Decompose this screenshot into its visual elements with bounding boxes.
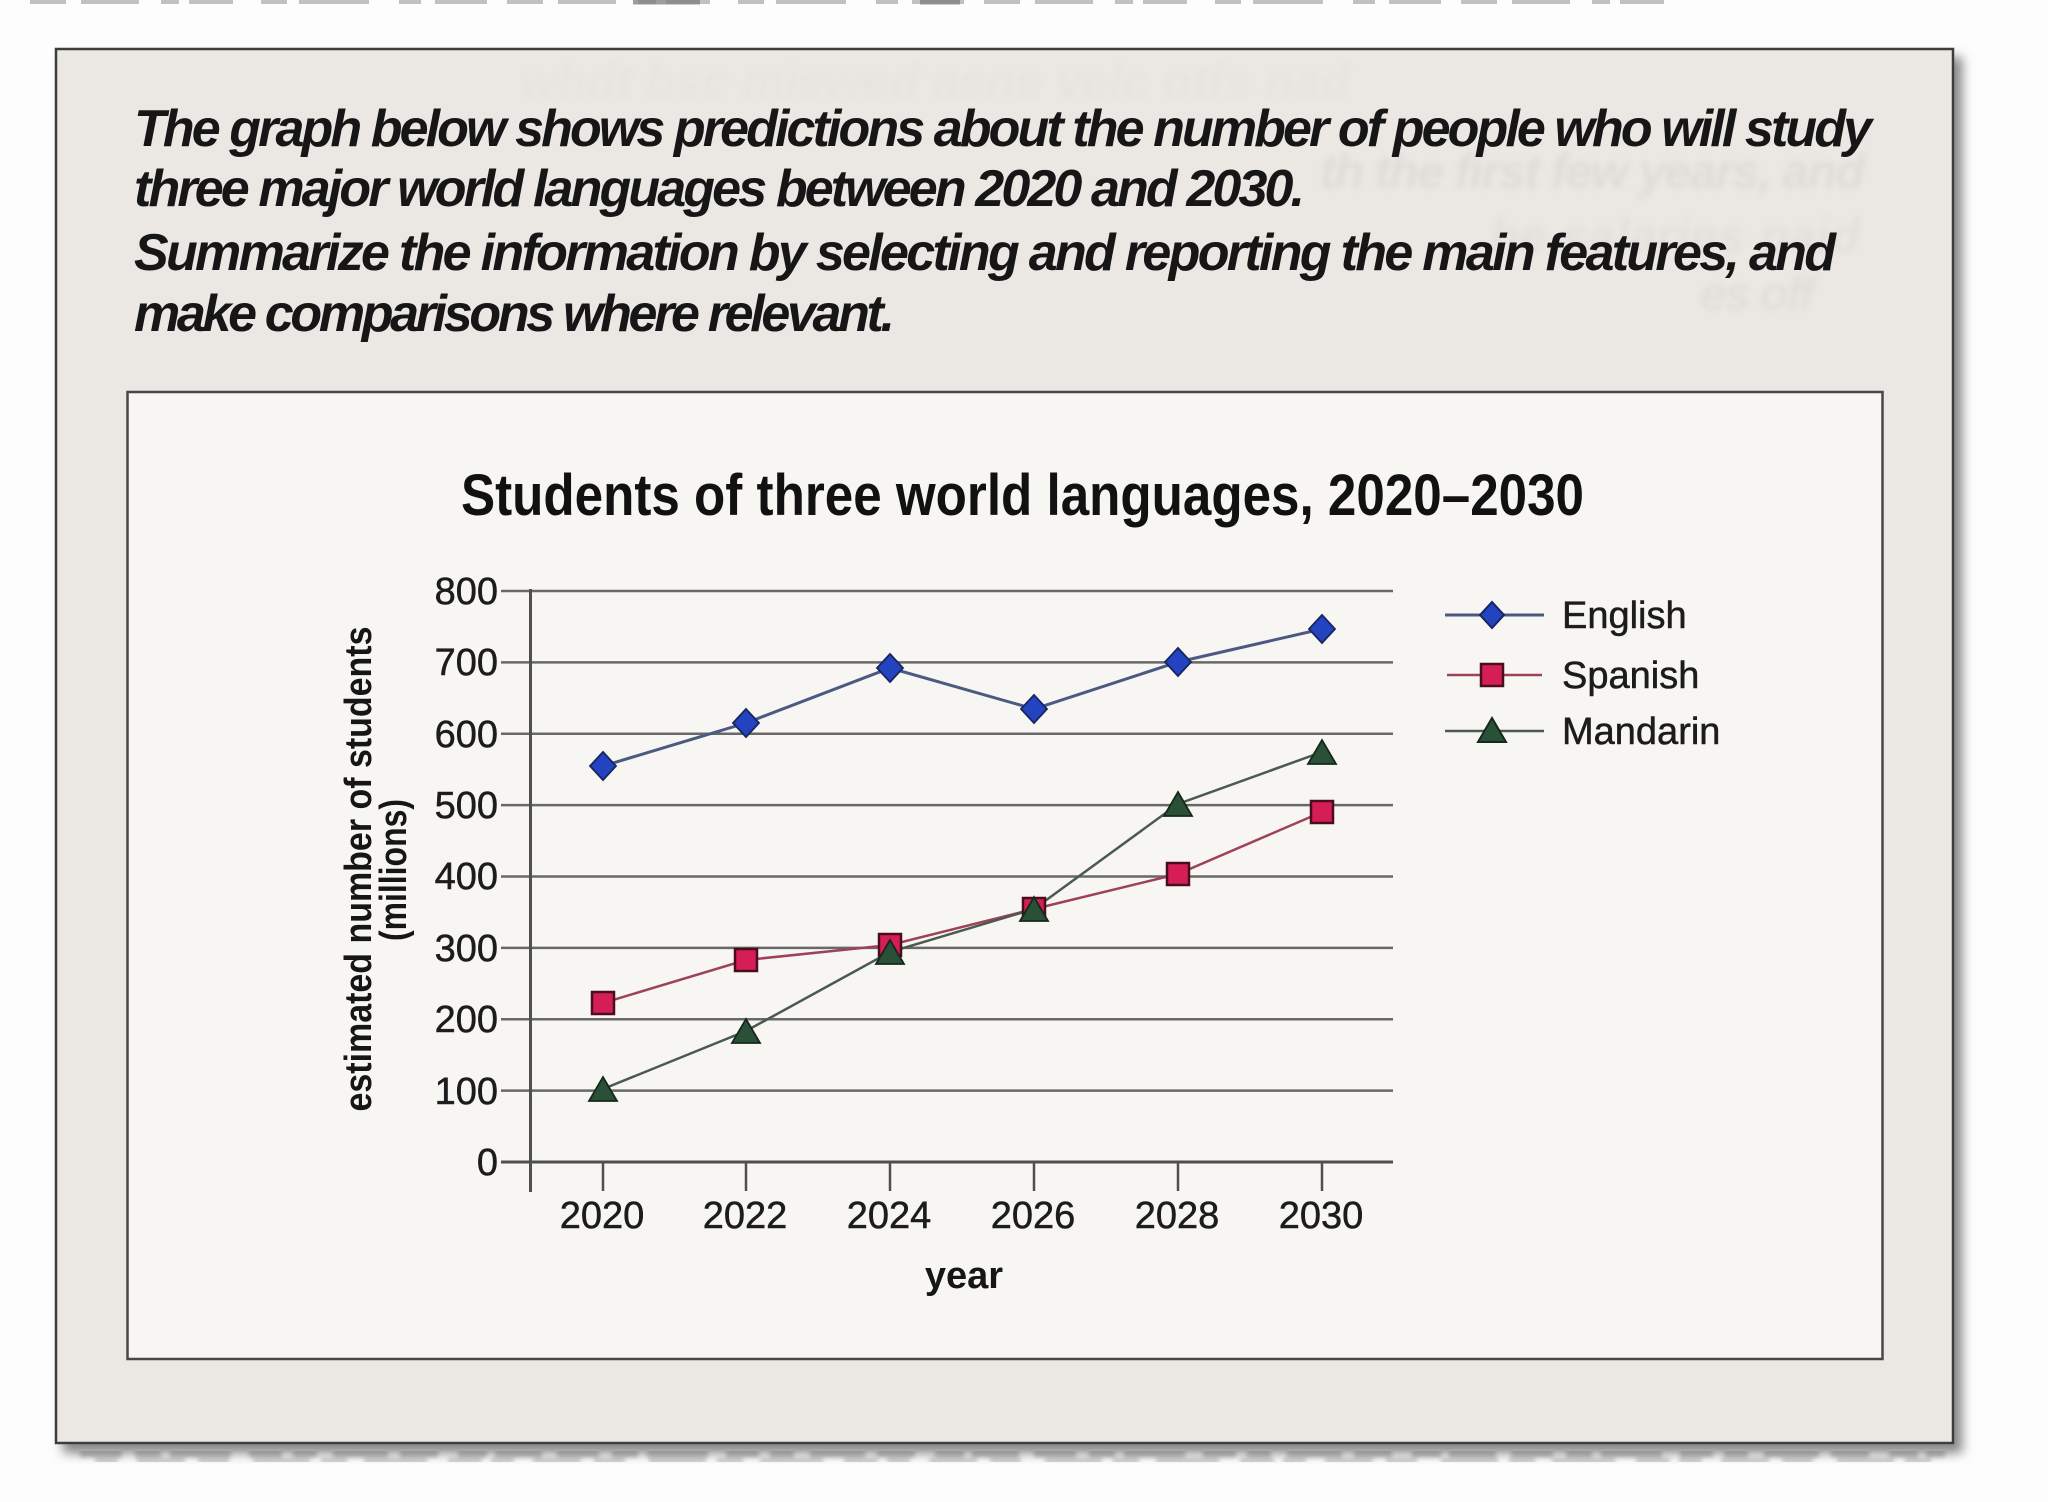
svg-text:he salaries paid: he salaries paid	[1490, 210, 1862, 263]
svg-text:whdt bsc miewed aene velc otfs: whdt bsc miewed aene velc otfs nad	[520, 56, 1352, 109]
svg-text:The graph below shows predicti: The graph below shows predictions about …	[134, 100, 1875, 158]
svg-text:200: 200	[435, 999, 498, 1041]
svg-text:three major world languages be: three major world languages between 2020…	[134, 160, 1305, 218]
svg-text:es off: es off	[1700, 268, 1819, 321]
svg-text:700: 700	[435, 642, 498, 684]
svg-text:2030: 2030	[1279, 1195, 1364, 1237]
svg-text:th the first few years, and: th the first few years, and	[1320, 146, 1867, 199]
svg-text:Students of three world langua: Students of three world languages, 2020–…	[461, 463, 1584, 528]
svg-text:500: 500	[435, 785, 498, 827]
svg-text:100: 100	[435, 1071, 498, 1113]
svg-text:2026: 2026	[991, 1195, 1076, 1237]
svg-text:2024: 2024	[847, 1195, 932, 1237]
svg-text:English: English	[1562, 595, 1687, 637]
svg-text:year: year	[925, 1255, 1003, 1297]
svg-text:600: 600	[435, 714, 498, 756]
svg-text:2028: 2028	[1135, 1195, 1220, 1237]
svg-text:0: 0	[477, 1142, 498, 1184]
svg-text:Spanish: Spanish	[1562, 655, 1699, 697]
svg-text:(millions): (millions)	[373, 799, 415, 941]
svg-text:estimated number of students: estimated number of students	[338, 627, 380, 1112]
svg-text:400: 400	[435, 856, 498, 898]
svg-text:800: 800	[435, 571, 498, 613]
svg-text:make comparisons where relevan: make comparisons where relevant.	[134, 285, 895, 343]
svg-text:300: 300	[435, 928, 498, 970]
svg-text:2022: 2022	[703, 1195, 788, 1237]
svg-text:Mandarin: Mandarin	[1562, 711, 1720, 753]
svg-text:Summarize the information by s: Summarize the information by selecting a…	[134, 224, 1837, 282]
svg-text:2020: 2020	[560, 1195, 645, 1237]
